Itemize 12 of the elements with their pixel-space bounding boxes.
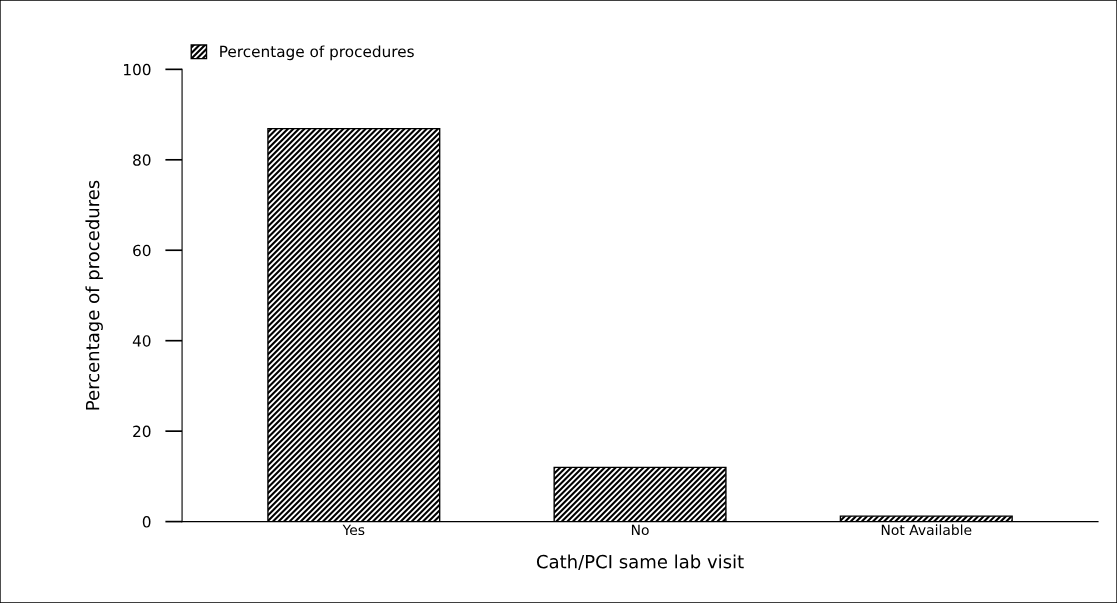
y-tick-label: 60 (133, 244, 151, 257)
x-tick-label: Yes (342, 524, 365, 536)
y-tick-label: 20 (133, 425, 151, 438)
y-tick-label: 0 (142, 516, 151, 528)
y-axis-title: Percentage of procedures (85, 180, 103, 410)
x-axis-title: Cath/PCI same lab visit (536, 554, 744, 570)
y-tick-label: 100 (124, 63, 151, 76)
y-tick-label: 80 (133, 154, 151, 166)
x-tick-label: Not Available (881, 524, 972, 536)
y-tick-label: 40 (132, 335, 151, 347)
x-tick-label: No (631, 524, 649, 536)
legend-label: Percentage of procedures (220, 45, 414, 61)
